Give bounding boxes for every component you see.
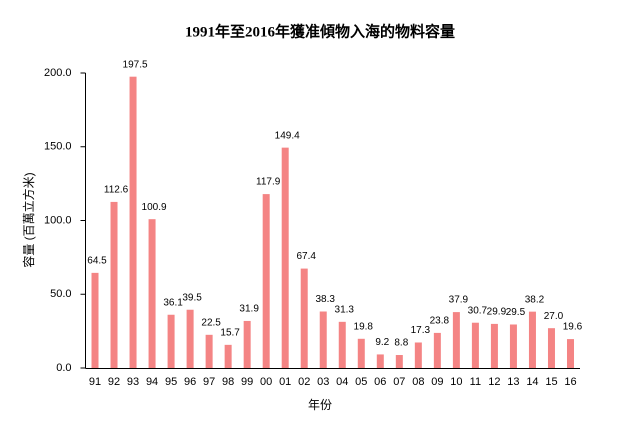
bar (528, 311, 536, 368)
bar (433, 332, 441, 368)
data-label: 23.8 (430, 316, 450, 327)
bar (395, 355, 403, 368)
bar (224, 344, 232, 368)
bar (205, 334, 213, 368)
x-axis-label: 年份 (308, 398, 332, 412)
bar (376, 354, 384, 368)
data-label: 9.2 (375, 337, 389, 348)
x-tick-label: 07 (393, 376, 405, 388)
data-label: 36.1 (163, 297, 183, 308)
bar (471, 322, 479, 368)
data-label: 149.4 (275, 130, 300, 141)
data-label: 38.3 (316, 294, 336, 305)
y-tick-label: 50.0 (50, 288, 71, 300)
data-label: 37.9 (449, 295, 469, 306)
bar (319, 311, 327, 368)
x-tick-label: 92 (108, 376, 120, 388)
data-label: 22.5 (201, 317, 221, 328)
bar (547, 328, 555, 368)
bar (148, 219, 156, 368)
x-tick-label: 99 (241, 376, 253, 388)
y-tick-label: 200.0 (44, 67, 72, 79)
y-tick-label: 150.0 (44, 141, 72, 153)
data-label: 15.7 (220, 327, 240, 338)
x-tick-label: 95 (165, 376, 177, 388)
bar (167, 314, 175, 368)
bar (566, 339, 574, 368)
x-tick-label: 13 (507, 376, 519, 388)
bar (414, 342, 422, 368)
x-tick-label: 12 (488, 376, 500, 388)
y-tick-label: 100.0 (44, 214, 72, 226)
x-tick-label: 02 (298, 376, 310, 388)
data-label: 117.9 (256, 177, 281, 188)
x-tick-label: 11 (470, 376, 481, 388)
chart-title: 1991年至2016年獲准傾物入海的物料容量 (185, 22, 455, 40)
x-tick-label: 04 (336, 376, 348, 388)
data-label: 67.4 (296, 251, 316, 262)
x-tick-label: 97 (203, 376, 215, 388)
x-tick-label: 10 (450, 376, 462, 388)
x-tick-label: 09 (431, 376, 443, 388)
x-tick-label: 06 (374, 376, 386, 388)
data-label: 19.6 (563, 322, 583, 333)
y-tick-label: 0.0 (56, 362, 71, 374)
x-tick-label: 96 (184, 376, 196, 388)
data-label: 100.9 (142, 202, 167, 213)
data-label: 64.5 (87, 256, 107, 267)
x-tick-label: 15 (545, 376, 557, 388)
bar (338, 321, 346, 368)
x-tick-label: 93 (127, 376, 139, 388)
bar (357, 338, 365, 368)
bar (262, 194, 270, 368)
data-label: 39.5 (182, 292, 202, 303)
x-tick-label: 16 (564, 376, 576, 388)
data-label: 27.0 (544, 311, 564, 322)
data-label: 31.9 (239, 304, 259, 315)
bar (281, 147, 289, 368)
x-tick-label: 08 (412, 376, 424, 388)
x-tick-label: 00 (260, 376, 272, 388)
data-label: 17.3 (411, 325, 431, 336)
x-tick-label: 05 (355, 376, 367, 388)
data-label: 19.8 (354, 321, 374, 332)
x-tick-label: 14 (526, 376, 538, 388)
x-tick-label: 03 (317, 376, 329, 388)
bar (490, 323, 498, 368)
bar (509, 324, 517, 368)
data-label: 38.2 (525, 294, 545, 305)
bar (129, 76, 137, 368)
bar (452, 312, 460, 368)
bar (110, 201, 118, 368)
bar (91, 272, 99, 368)
data-label: 29.5 (506, 307, 526, 318)
bar (243, 320, 251, 368)
data-label: 29.9 (487, 307, 507, 318)
data-label: 8.8 (394, 338, 408, 349)
data-label: 31.3 (335, 304, 355, 315)
data-label: 197.5 (123, 59, 148, 70)
y-axis-label: 容量 (百萬立方米) (21, 172, 36, 267)
x-tick-label: 94 (146, 376, 158, 388)
data-label: 112.6 (104, 185, 129, 196)
x-tick-label: 01 (279, 376, 291, 388)
bar (300, 268, 308, 368)
bar (186, 309, 194, 368)
x-tick-label: 91 (89, 376, 101, 388)
data-label: 30.7 (468, 305, 488, 316)
x-tick-label: 98 (222, 376, 234, 388)
